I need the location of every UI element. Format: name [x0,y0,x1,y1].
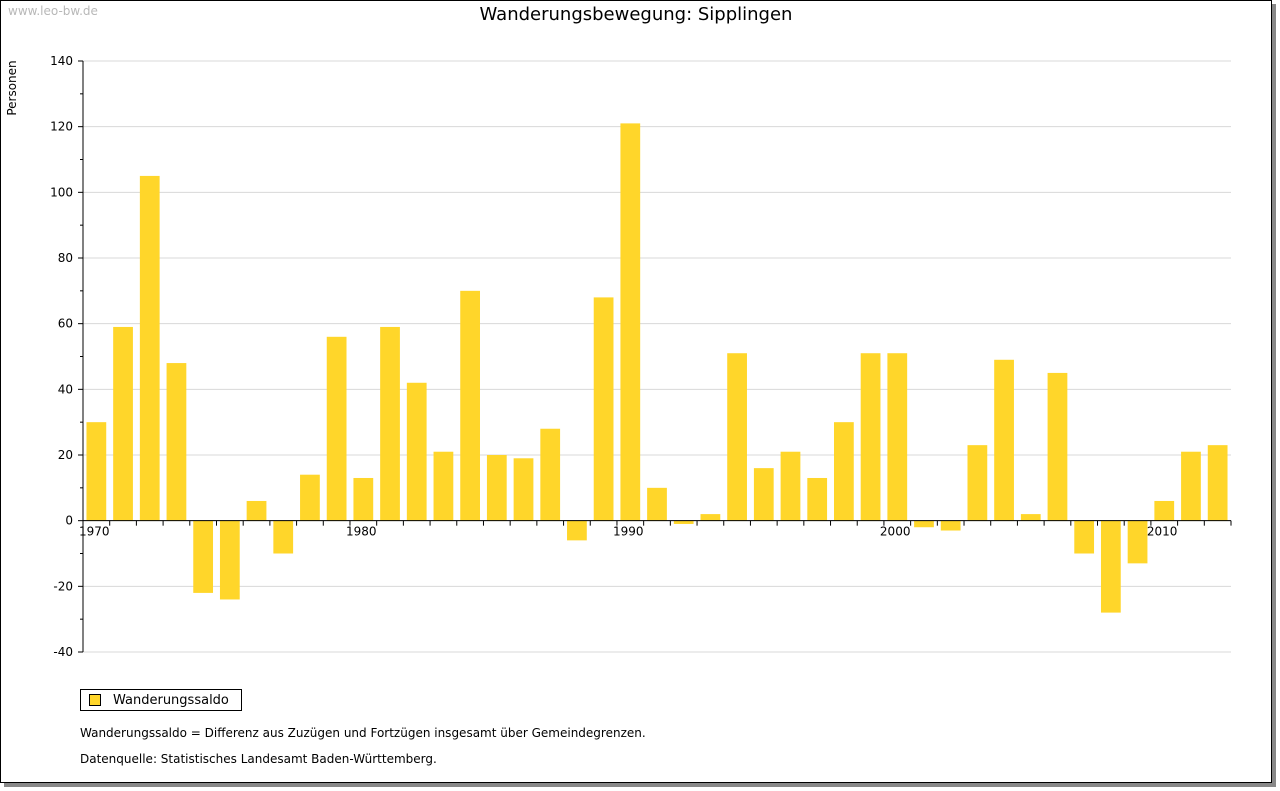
bar-1996 [781,452,801,521]
legend: Wanderungssaldo [80,689,242,711]
bar-1978 [300,475,320,521]
bar-2001 [914,521,934,528]
y-tick-label: 20 [58,448,73,462]
legend-label: Wanderungssaldo [113,693,229,708]
bar-1980 [353,478,373,521]
bar-2010 [1154,501,1174,521]
y-tick-label: -40 [53,645,73,659]
bar-1989 [594,297,614,520]
y-tick-label: 0 [65,514,73,528]
bar-1984 [460,291,480,521]
x-tick-label: 1980 [346,525,377,539]
bar-1993 [701,514,721,521]
bar-1982 [407,383,427,521]
bar-1970 [86,422,106,520]
bar-chart: 140 120 100 80 60 40 20 0 -20 -40 1970 1980 1990 2000… [0,0,1280,680]
bar-1995 [754,468,774,521]
bar-1975 [220,521,240,600]
bar-1988 [567,521,587,541]
bars [86,123,1227,612]
bar-1971 [113,327,133,521]
bar-1986 [514,458,534,520]
bar-1974 [193,521,213,593]
bar-1977 [273,521,293,554]
definition-note: Wanderungssaldo = Differenz aus Zuzügen … [80,726,646,740]
bar-1998 [834,422,854,520]
y-tick-label: 140 [50,54,73,68]
bar-2005 [1021,514,1041,521]
bar-2009 [1128,521,1148,564]
x-tick-label: 1990 [613,525,644,539]
legend-swatch [89,694,101,706]
bar-2002 [941,521,961,531]
y-tick-label: 40 [58,382,73,396]
y-tick-label: 60 [58,317,73,331]
x-tick-label: 2000 [880,525,911,539]
bar-1973 [167,363,187,521]
source-note: Datenquelle: Statistisches Landesamt Bad… [80,752,437,766]
bar-1981 [380,327,400,521]
y-tick-label: 100 [50,185,73,199]
bar-2006 [1048,373,1068,521]
bar-1976 [247,501,267,521]
bar-2000 [887,353,907,520]
bar-2007 [1074,521,1094,554]
bar-2012 [1208,445,1228,521]
bar-2011 [1181,452,1201,521]
bar-1990 [620,123,640,520]
bar-1979 [327,337,347,521]
x-tick-label: 2010 [1147,525,1178,539]
bar-1994 [727,353,747,520]
x-tick-label: 1970 [79,525,110,539]
y-tick-label: 80 [58,251,73,265]
bar-1985 [487,455,507,521]
y-tick-label: 120 [50,120,73,134]
bar-1997 [807,478,827,521]
bar-2003 [967,445,987,521]
bar-1987 [540,429,560,521]
bar-1999 [861,353,881,520]
y-tick-label: -20 [53,579,73,593]
bar-2008 [1101,521,1121,613]
y-axis-label: Personen [5,60,19,115]
bar-1991 [647,488,667,521]
gridlines [83,61,1231,652]
bar-1972 [140,176,160,521]
bar-2004 [994,360,1014,521]
bar-1983 [434,452,454,521]
